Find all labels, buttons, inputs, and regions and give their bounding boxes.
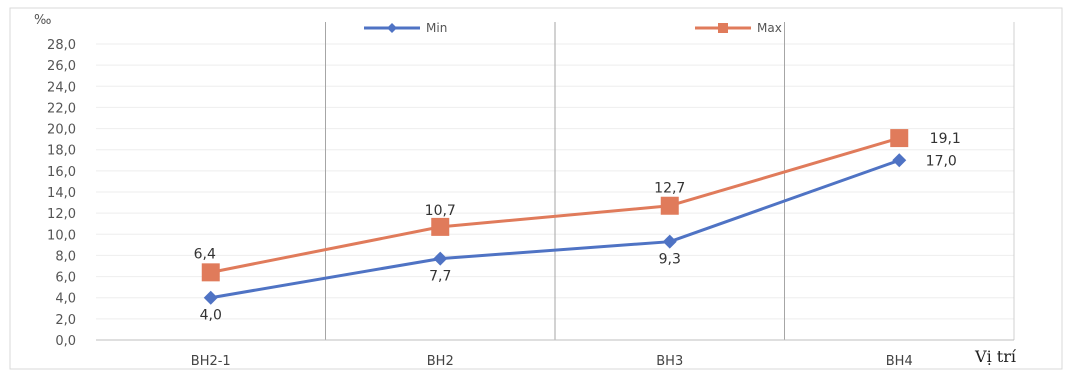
axes: 0,0 2,0 4,0 6,0 8,0 10,0 12,0 14,0 16,0 18,0 20,0 2… [34,13,1017,369]
data-label-min: 7,7 [429,269,451,285]
series-line-max [210,136,900,274]
legend-label-max: Max [757,21,782,35]
grid [96,22,1015,341]
data-label-min: 4,0 [200,308,222,324]
data-point-min [433,251,448,266]
data-label-max: 12,7 [654,181,685,197]
y-tick-label: 0,0 [55,334,76,349]
data-label-min: 17,0 [926,153,957,169]
x-tick-label: BH3 [656,354,683,369]
data-point-max [201,263,220,282]
data-point-min [892,153,907,168]
legend-marker-min [387,23,397,33]
y-tick-label: 4,0 [55,292,76,307]
y-tick-label: 16,0 [47,165,76,180]
data-point-max [660,196,679,215]
x-tick-label: BH4 [886,354,913,369]
y-tick-label: 14,0 [47,186,76,201]
x-axis-title: Vị trí [974,347,1017,366]
data-point-max [431,217,450,236]
series-layer [201,129,909,305]
y-tick-label: 20,0 [47,123,76,138]
y-tick-label: 22,0 [47,101,76,116]
data-label-max: 19,1 [930,131,961,147]
y-tick-label: 28,0 [47,38,76,53]
y-tick-label: 8,0 [55,249,76,264]
data-label-min: 9,3 [659,252,681,268]
y-tick-label: 12,0 [47,207,76,222]
legend-label-min: Min [426,21,447,35]
chart-border [9,7,1063,370]
y-axis-unit: ‰ [34,13,51,28]
y-tick-label: 26,0 [47,59,76,74]
y-tick-label: 18,0 [47,144,76,159]
legend: Min Max [364,21,782,35]
labels-layer: 4,0 7,7 9,3 17,0 6,4 10,7 12,7 19,1 [194,131,961,324]
data-label-max: 10,7 [425,203,456,219]
y-tick-label: 10,0 [47,228,76,243]
y-tick-label: 6,0 [55,271,76,286]
series-line-min [210,158,900,300]
x-tick-label: BH2-1 [191,354,231,369]
data-label-max: 6,4 [194,246,216,262]
x-tick-label: BH2 [427,354,454,369]
y-tick-label: 24,0 [47,80,76,95]
legend-marker-max [718,23,728,33]
data-point-max [890,129,909,148]
y-tick-label: 2,0 [55,313,76,328]
data-point-min [203,290,218,305]
data-point-min [662,234,677,249]
